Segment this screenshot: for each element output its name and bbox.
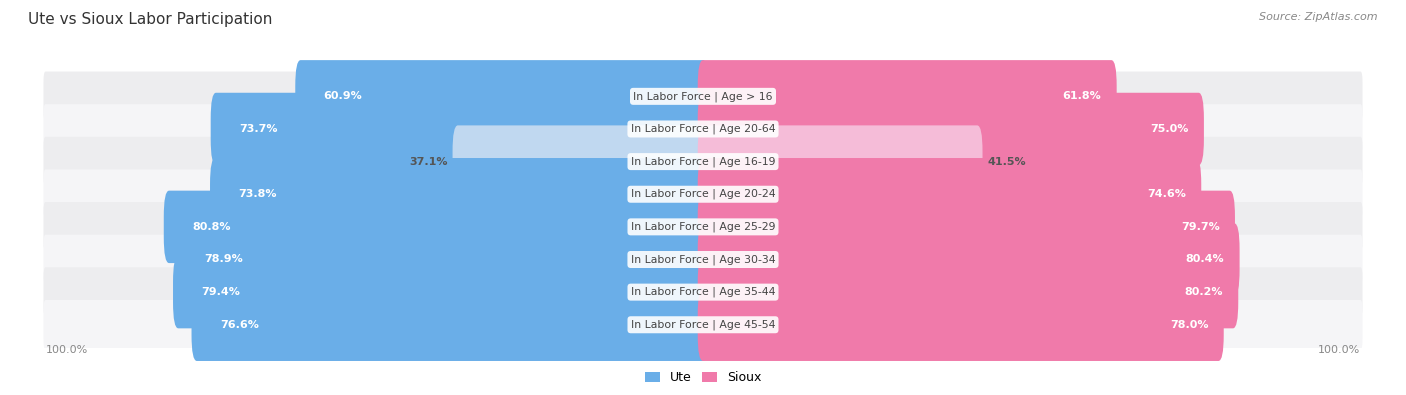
FancyBboxPatch shape	[176, 223, 709, 296]
FancyBboxPatch shape	[44, 267, 1362, 317]
Text: 100.0%: 100.0%	[45, 345, 87, 355]
FancyBboxPatch shape	[44, 104, 1362, 154]
Text: 78.0%: 78.0%	[1170, 320, 1209, 330]
Text: Source: ZipAtlas.com: Source: ZipAtlas.com	[1260, 12, 1378, 22]
Text: 73.8%: 73.8%	[239, 189, 277, 199]
Text: 80.8%: 80.8%	[193, 222, 231, 232]
Text: In Labor Force | Age 20-24: In Labor Force | Age 20-24	[631, 189, 775, 199]
Legend: Ute, Sioux: Ute, Sioux	[640, 367, 766, 389]
Text: 41.5%: 41.5%	[987, 156, 1026, 167]
Text: In Labor Force | Age 25-29: In Labor Force | Age 25-29	[631, 222, 775, 232]
FancyBboxPatch shape	[295, 60, 709, 133]
FancyBboxPatch shape	[44, 300, 1362, 350]
FancyBboxPatch shape	[697, 223, 1240, 296]
FancyBboxPatch shape	[453, 125, 709, 198]
Text: 60.9%: 60.9%	[323, 91, 363, 102]
FancyBboxPatch shape	[44, 169, 1362, 219]
Text: 100.0%: 100.0%	[1319, 345, 1361, 355]
Text: 61.8%: 61.8%	[1063, 91, 1101, 102]
FancyBboxPatch shape	[163, 191, 709, 263]
Text: 74.6%: 74.6%	[1147, 189, 1187, 199]
FancyBboxPatch shape	[211, 93, 709, 165]
Text: 79.4%: 79.4%	[201, 287, 240, 297]
Text: In Labor Force | Age 45-54: In Labor Force | Age 45-54	[631, 320, 775, 330]
FancyBboxPatch shape	[191, 288, 709, 361]
FancyBboxPatch shape	[209, 158, 709, 230]
Text: In Labor Force | Age 35-44: In Labor Force | Age 35-44	[631, 287, 775, 297]
Text: 73.7%: 73.7%	[239, 124, 277, 134]
FancyBboxPatch shape	[44, 71, 1362, 121]
FancyBboxPatch shape	[697, 93, 1204, 165]
FancyBboxPatch shape	[697, 256, 1239, 328]
Text: 76.6%: 76.6%	[219, 320, 259, 330]
Text: 75.0%: 75.0%	[1150, 124, 1188, 134]
FancyBboxPatch shape	[44, 202, 1362, 252]
Text: 80.2%: 80.2%	[1185, 287, 1223, 297]
FancyBboxPatch shape	[697, 288, 1223, 361]
Text: In Labor Force | Age 30-34: In Labor Force | Age 30-34	[631, 254, 775, 265]
Text: Ute vs Sioux Labor Participation: Ute vs Sioux Labor Participation	[28, 12, 273, 27]
Text: 79.7%: 79.7%	[1181, 222, 1220, 232]
Text: In Labor Force | Age > 16: In Labor Force | Age > 16	[633, 91, 773, 102]
FancyBboxPatch shape	[697, 191, 1234, 263]
Text: 80.4%: 80.4%	[1185, 254, 1225, 265]
Text: 78.9%: 78.9%	[205, 254, 243, 265]
FancyBboxPatch shape	[44, 235, 1362, 284]
FancyBboxPatch shape	[697, 125, 983, 198]
FancyBboxPatch shape	[697, 60, 1116, 133]
Text: In Labor Force | Age 20-64: In Labor Force | Age 20-64	[631, 124, 775, 134]
Text: 37.1%: 37.1%	[409, 156, 449, 167]
FancyBboxPatch shape	[173, 256, 709, 328]
FancyBboxPatch shape	[44, 137, 1362, 186]
Text: In Labor Force | Age 16-19: In Labor Force | Age 16-19	[631, 156, 775, 167]
FancyBboxPatch shape	[697, 158, 1201, 230]
